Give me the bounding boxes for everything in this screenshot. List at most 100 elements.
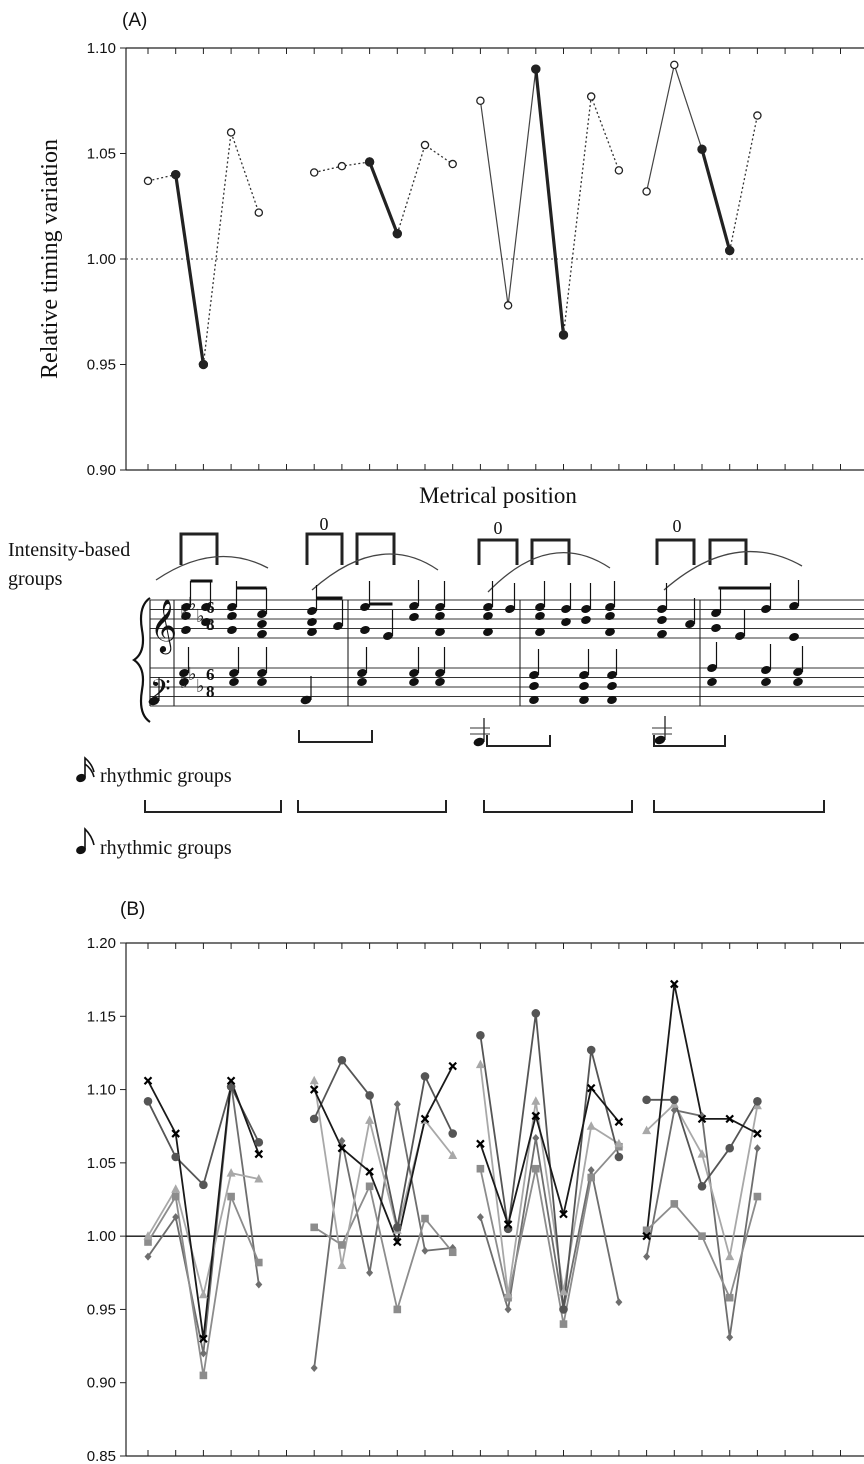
data-point-circle [725,1143,734,1153]
data-point-circle [448,1129,458,1138]
phrase-slurs [155,550,803,593]
data-point-triangle [586,1121,596,1130]
data-point-circle [614,1152,624,1162]
note-head [181,612,191,620]
note-head [579,671,589,679]
y-tick-label: 1.15 [87,1008,116,1025]
intensity-bracket [305,532,344,565]
intensity-bracket [708,538,748,565]
series-line-thick [368,161,399,235]
note-head [581,605,591,613]
flat-icon: ♭ [180,602,189,622]
note-head [789,633,799,641]
series-line-dotted [396,144,454,234]
data-point-cross [337,1143,347,1153]
intensity-bracket [355,532,396,565]
flat-icon: ♭ [188,664,197,684]
data-point-square [587,1173,595,1182]
note-head [181,626,191,634]
note-head [657,630,667,638]
data-point-circle [337,1055,347,1065]
notes [148,579,804,747]
data-point-cross [697,1114,707,1124]
note-head [227,626,237,634]
note-head [505,605,515,613]
data-point-triangle [143,1231,153,1240]
flat-icon: ♭ [188,594,197,614]
open-data-point [753,111,762,120]
note-head [300,695,312,705]
open-data-point [143,176,153,186]
time-sig-bottom: 8 [206,615,215,634]
series-line-thick [700,148,732,252]
note-head [333,622,343,630]
time-sig-top: 6 [206,665,215,684]
data-point-diamond [753,1144,761,1153]
note-head [707,664,717,672]
y-tick-label: 0.90 [87,1375,116,1392]
open-data-point [614,166,624,175]
data-point-square [448,1248,457,1257]
note-head [181,603,191,611]
series-line-diamond [479,1137,620,1310]
data-point-triangle [254,1173,264,1183]
data-point-diamond [615,1298,623,1307]
note-head [657,605,667,613]
note-head [654,735,666,745]
open-data-point [503,301,513,310]
note-head [383,632,393,640]
note-head [483,628,493,636]
eighth-rhythmic-groups-label: rhythmic groups [100,837,232,859]
data-point-diamond [643,1252,651,1261]
data-point-cross [614,1117,624,1127]
note-head [257,620,267,628]
data-point-cross [309,1085,319,1094]
note-head [735,632,745,640]
note-head [793,668,803,676]
note-head [409,602,419,610]
phrase-slur [311,553,439,591]
group-zero-marks: 0 0 0 [320,514,682,538]
data-point-square [421,1214,429,1223]
note-head [360,603,370,611]
data-point-triangle [531,1096,541,1105]
data-point-triangle [198,1289,208,1299]
data-point-square [642,1226,651,1235]
open-data-point [670,60,679,70]
zero-mark: 0 [494,518,503,538]
data-point-cross [226,1076,236,1086]
note-head [711,624,721,632]
data-point-triangle [475,1059,485,1069]
note-head [761,605,771,613]
data-point-square [310,1223,318,1232]
open-data-point [309,168,319,177]
note-head [579,682,589,690]
panel-a-y-axis-label: Relative timing variation [37,139,63,379]
data-point-square [199,1371,208,1380]
y-tick-label: 1.05 [87,146,116,163]
data-point-diamond [726,1333,734,1342]
filled-data-point [171,169,181,180]
note-head [707,678,717,686]
data-point-diamond [255,1280,263,1289]
data-point-triangle [725,1251,735,1261]
data-point-diamond [393,1100,401,1109]
series-line-dotted [147,173,176,182]
y-tick-label: 0.95 [87,357,116,374]
data-point-square [476,1164,485,1173]
series-line-circle [313,1058,454,1228]
note-head [179,669,189,677]
sixteenth-group-bracket [298,730,373,743]
data-point-cross [725,1114,734,1124]
open-data-point [254,208,264,217]
filled-data-point [198,359,209,370]
data-point-cross [753,1129,762,1138]
note-head [607,671,617,679]
phrase-slur [487,551,611,593]
data-point-circle [254,1138,264,1147]
data-point-diamond [144,1252,152,1261]
series-line-diamond [313,1104,453,1369]
filled-data-point [531,64,541,74]
panel-a-plot [126,60,864,370]
